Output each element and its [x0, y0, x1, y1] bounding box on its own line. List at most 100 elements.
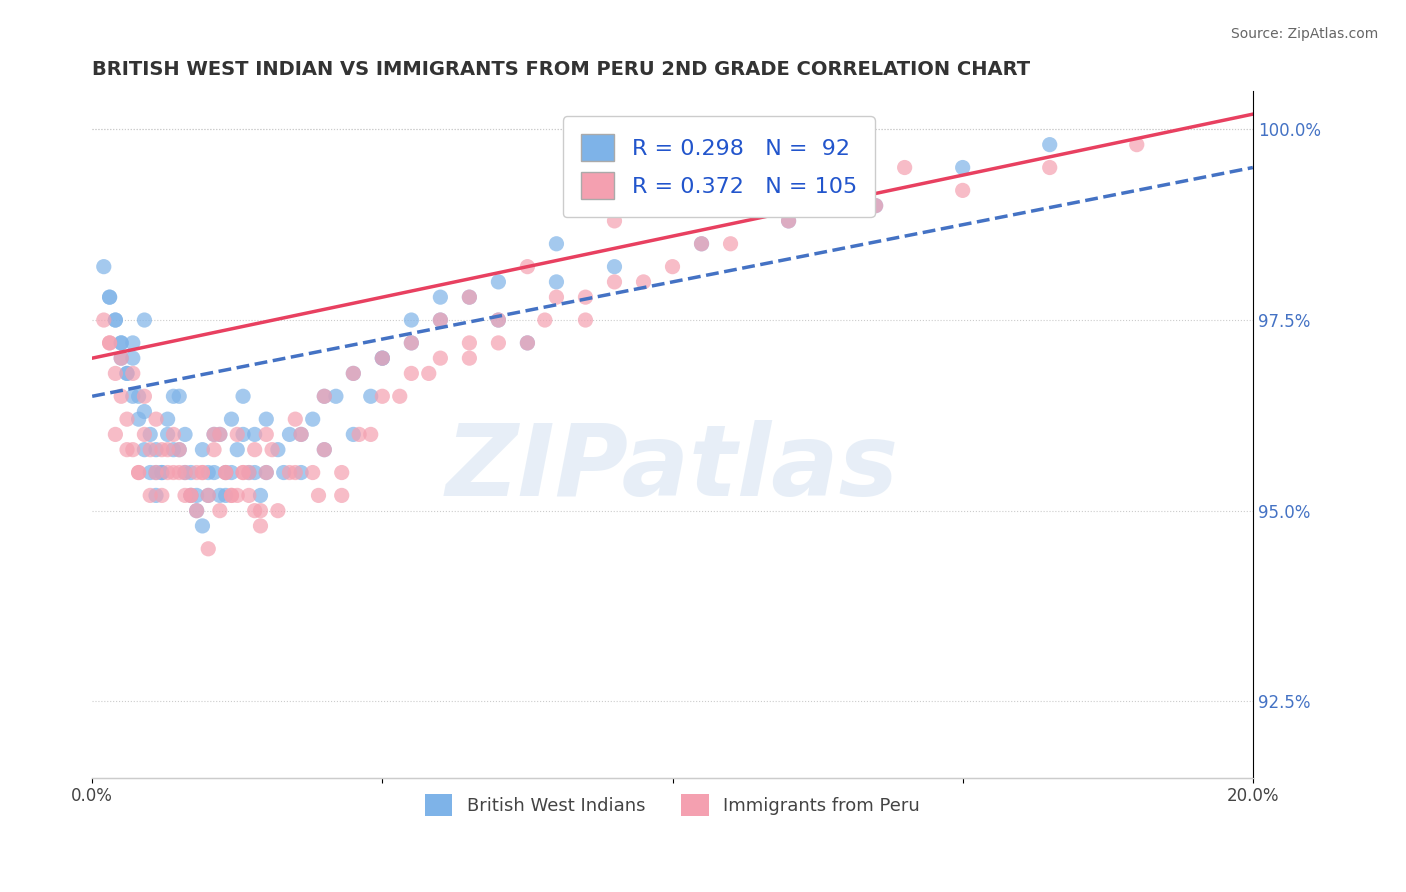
Point: [115, 367, 138, 381]
Point: [458, 290, 481, 304]
Point: [162, 442, 184, 457]
Point: [893, 161, 915, 175]
Point: [952, 183, 974, 197]
Point: [93, 260, 115, 274]
Point: [134, 313, 156, 327]
Point: [301, 412, 323, 426]
Point: [690, 236, 713, 251]
Point: [342, 367, 364, 381]
Point: [371, 351, 394, 366]
Point: [98, 290, 121, 304]
Point: [267, 442, 290, 457]
Point: [180, 488, 202, 502]
Point: [139, 488, 162, 502]
Point: [202, 442, 225, 457]
Point: [167, 389, 190, 403]
Point: [145, 442, 167, 457]
Point: [150, 488, 173, 502]
Point: [661, 260, 683, 274]
Point: [174, 488, 197, 502]
Point: [238, 466, 260, 480]
Point: [197, 488, 219, 502]
Point: [128, 412, 150, 426]
Point: [156, 412, 179, 426]
Point: [308, 488, 330, 502]
Point: [162, 466, 184, 480]
Point: [156, 442, 179, 457]
Point: [180, 488, 202, 502]
Point: [574, 290, 596, 304]
Point: [401, 335, 423, 350]
Point: [226, 488, 249, 502]
Point: [128, 466, 150, 480]
Point: [690, 236, 713, 251]
Point: [534, 313, 557, 327]
Point: [546, 275, 568, 289]
Point: [720, 183, 742, 197]
Point: [150, 466, 173, 480]
Point: [174, 466, 197, 480]
Point: [603, 214, 626, 228]
Point: [633, 275, 655, 289]
Point: [134, 427, 156, 442]
Point: [145, 466, 167, 480]
Point: [290, 427, 312, 442]
Point: [243, 442, 266, 457]
Point: [134, 442, 156, 457]
Point: [104, 313, 127, 327]
Point: [110, 351, 132, 366]
Point: [110, 351, 132, 366]
Point: [191, 466, 214, 480]
Point: [104, 427, 127, 442]
Point: [249, 519, 271, 533]
Point: [284, 466, 307, 480]
Point: [633, 199, 655, 213]
Point: [167, 466, 190, 480]
Point: [167, 442, 190, 457]
Point: [139, 427, 162, 442]
Point: [134, 404, 156, 418]
Point: [121, 367, 143, 381]
Point: [458, 351, 481, 366]
Point: [115, 367, 138, 381]
Point: [516, 335, 538, 350]
Point: [208, 488, 231, 502]
Point: [156, 466, 179, 480]
Point: [139, 466, 162, 480]
Point: [197, 488, 219, 502]
Point: [516, 260, 538, 274]
Point: [98, 290, 121, 304]
Point: [342, 427, 364, 442]
Point: [267, 503, 290, 517]
Point: [232, 427, 254, 442]
Point: [314, 389, 336, 403]
Point: [290, 466, 312, 480]
Point: [778, 214, 800, 228]
Point: [180, 466, 202, 480]
Point: [486, 313, 509, 327]
Point: [401, 335, 423, 350]
Point: [778, 199, 800, 213]
Point: [720, 236, 742, 251]
Point: [278, 427, 301, 442]
Point: [93, 313, 115, 327]
Point: [226, 427, 249, 442]
Point: [603, 260, 626, 274]
Point: [314, 442, 336, 457]
Point: [486, 313, 509, 327]
Point: [238, 466, 260, 480]
Point: [121, 335, 143, 350]
Point: [330, 466, 353, 480]
Point: [232, 466, 254, 480]
Point: [243, 466, 266, 480]
Point: [208, 503, 231, 517]
Point: [208, 427, 231, 442]
Point: [104, 367, 127, 381]
Point: [191, 442, 214, 457]
Point: [202, 427, 225, 442]
Point: [145, 488, 167, 502]
Point: [254, 466, 277, 480]
Point: [139, 442, 162, 457]
Point: [167, 442, 190, 457]
Point: [254, 412, 277, 426]
